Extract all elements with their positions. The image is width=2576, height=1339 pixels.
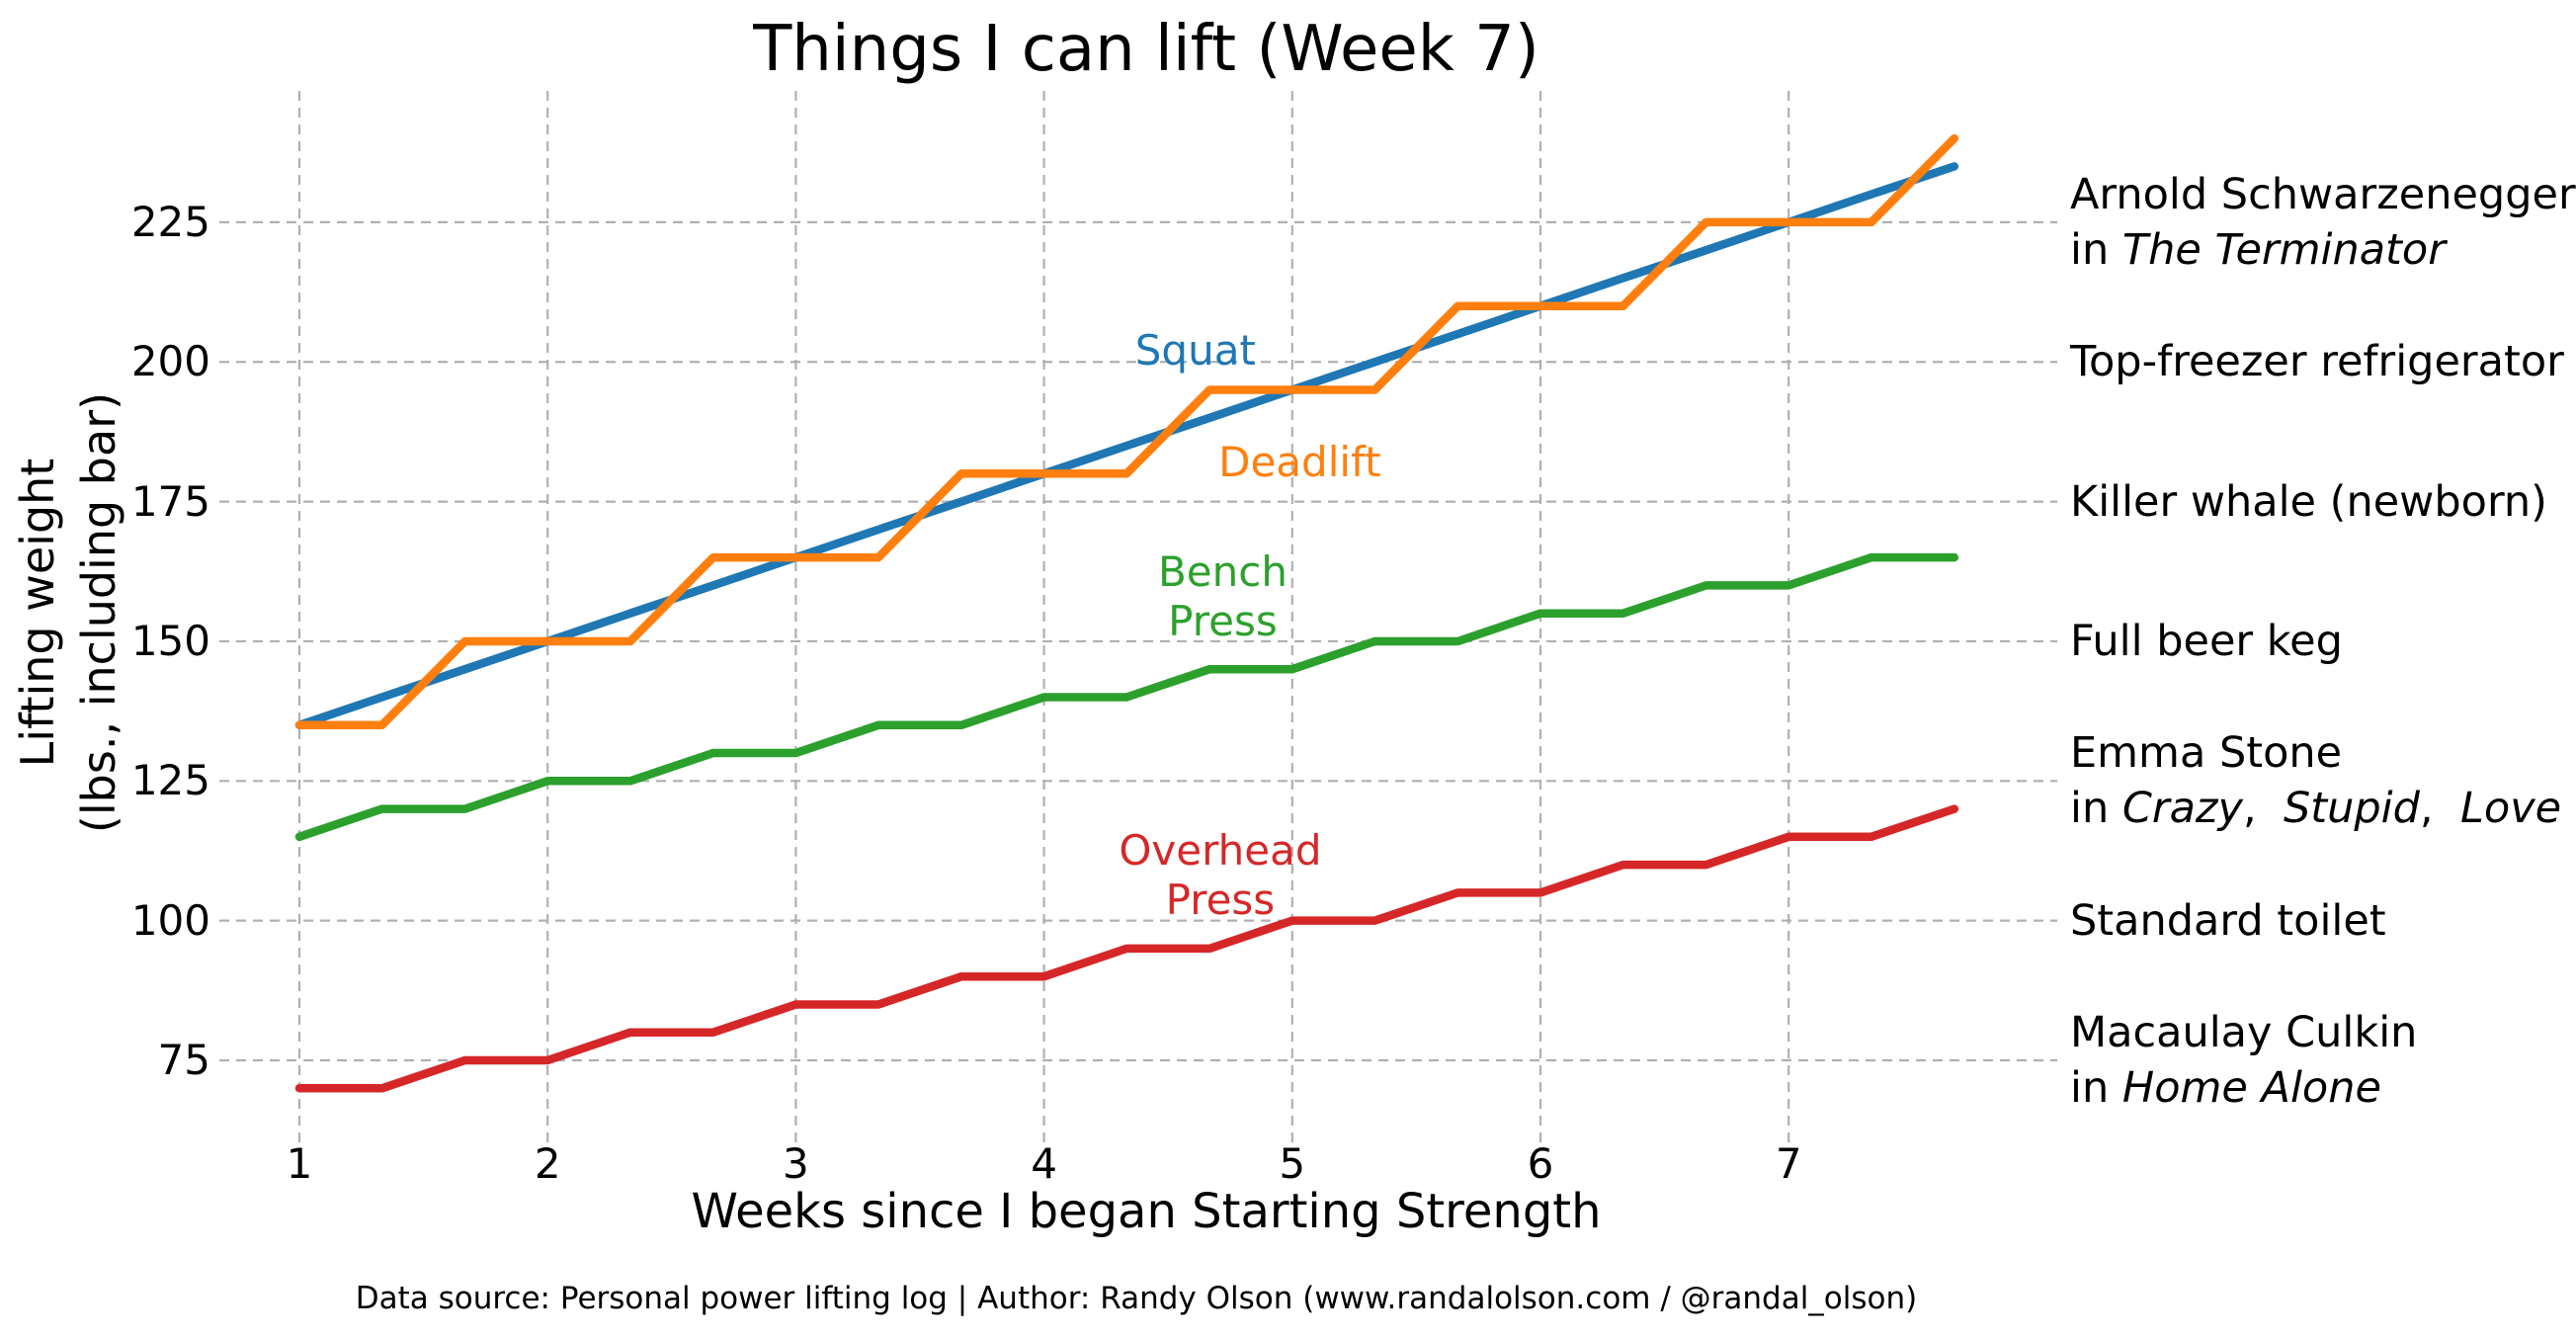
chart-title: Things I can lift (Week 7) — [753, 13, 1539, 86]
series-label-line: Bench — [1157, 546, 1288, 596]
annotation-text: in — [2070, 1063, 2122, 1113]
annotation-text: , — [2419, 784, 2460, 834]
annotation-line: in The Terminator — [2070, 222, 2576, 278]
annotation-line: in Home Alone — [2070, 1060, 2417, 1116]
annotation-text: in — [2070, 224, 2122, 275]
series-line-bench-press — [294, 552, 1959, 842]
series-label-line: Overhead — [1119, 826, 1322, 876]
series-label-overhead-press: Overhead Press — [1023, 826, 1418, 925]
y-tick-label-200: 200 — [130, 337, 210, 386]
series-line-overhead-press — [294, 804, 1959, 1093]
y-tick-label-175: 175 — [130, 476, 210, 526]
annotation-line: in Crazy, Stupid, Love — [2070, 781, 2561, 836]
annotation-line: Arnold Schwarzenegger — [2070, 167, 2576, 222]
annotation-text: Emma Stone — [2070, 728, 2343, 779]
annotation-100lb: Standard toilet — [2070, 893, 2386, 949]
annotation-text-italic: Love — [2459, 784, 2562, 834]
x-tick-label-7: 7 — [1775, 1139, 1802, 1188]
series-line-deadlift — [294, 133, 1959, 730]
y-tick-label-125: 125 — [130, 756, 210, 805]
x-tick-label-5: 5 — [1279, 1139, 1306, 1188]
x-tick-label-6: 6 — [1527, 1139, 1554, 1188]
series-label-line: Squat — [1134, 325, 1256, 375]
x-tick-label-4: 4 — [1031, 1139, 1057, 1188]
annotation-line: Full beer keg — [2070, 614, 2343, 669]
series-label-deadlift: Deadlift — [1102, 438, 1497, 487]
annotation-line: Killer whale (newborn) — [2070, 474, 2547, 530]
series-label-squat: Squat — [998, 326, 1393, 376]
annotation-text: Full beer keg — [2070, 616, 2343, 666]
annotation-150lb: Full beer keg — [2070, 614, 2343, 669]
annotation-line: Top-freezer refrigerator — [2070, 334, 2564, 389]
series-label-line: Deadlift — [1218, 438, 1381, 487]
annotation-text: Macaulay Culkin — [2070, 1008, 2418, 1057]
annotation-225lb: Arnold Schwarzenegger in The Terminator — [2070, 167, 2576, 278]
annotation-text-italic: Home Alone — [2121, 1063, 2381, 1113]
annotation-text: Top-freezer refrigerator — [2070, 337, 2564, 387]
annotation-text: Killer whale (newborn) — [2070, 476, 2547, 527]
x-tick-label-3: 3 — [783, 1139, 809, 1188]
annotation-200lb: Top-freezer refrigerator — [2070, 334, 2564, 389]
y-tick-label-150: 150 — [130, 616, 210, 665]
series-label-bench-press: Bench Press — [1025, 547, 1420, 646]
y-tick-label-100: 100 — [130, 895, 210, 945]
annotation-text: Standard toilet — [2070, 895, 2386, 946]
annotation-text: , — [2242, 784, 2284, 834]
series-label-line: Press — [1165, 876, 1276, 925]
series-label-line: Press — [1168, 596, 1278, 645]
annotation-line: Standard toilet — [2070, 893, 2386, 949]
annotation-text-italic: Crazy — [2121, 784, 2243, 834]
annotation-text-italic: Stupid — [2283, 784, 2420, 834]
annotation-line: Macaulay Culkin — [2070, 1005, 2417, 1060]
x-axis-label: Weeks since I began Starting Strength — [691, 1184, 1602, 1239]
y-tick-label-75: 75 — [157, 1036, 210, 1084]
annotation-text: in — [2070, 784, 2122, 834]
annotation-125lb: Emma Stone in Crazy, Stupid, Love — [2070, 725, 2561, 836]
series-line-squat — [294, 162, 1959, 730]
annotation-175lb: Killer whale (newborn) — [2070, 474, 2547, 530]
x-tick-label-2: 2 — [534, 1139, 561, 1188]
footer-credit: Data source: Personal power lifting log … — [355, 1281, 1918, 1316]
annotation-text-italic: The Terminator — [2121, 224, 2446, 275]
x-tick-label-1: 1 — [286, 1139, 313, 1188]
annotation-75lb: Macaulay Culkin in Home Alone — [2070, 1005, 2417, 1116]
annotation-line: Emma Stone — [2070, 725, 2561, 781]
annotation-text: Arnold Schwarzenegger — [2070, 169, 2576, 219]
y-tick-label-225: 225 — [130, 197, 210, 246]
